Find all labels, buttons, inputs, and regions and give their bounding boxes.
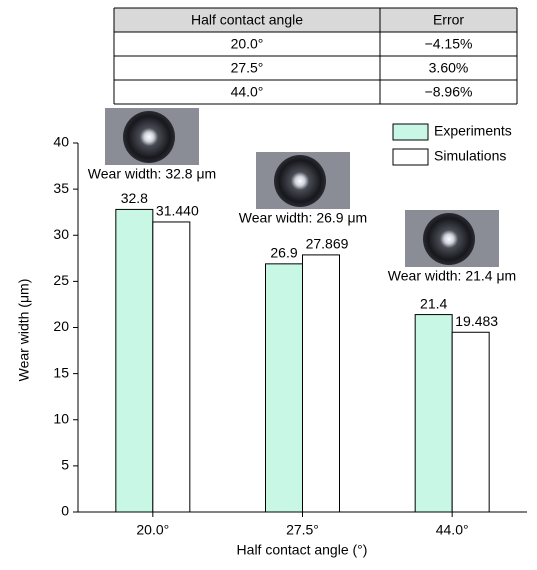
table-cell: −8.96% — [425, 84, 473, 100]
table-header-cell: Error — [433, 12, 464, 28]
y-tick-label: 5 — [61, 457, 69, 473]
value-label: 27.869 — [306, 236, 349, 252]
value-label: 21.4 — [420, 295, 447, 311]
bar — [116, 209, 153, 512]
y-tick-label: 20 — [53, 318, 69, 334]
legend-label: Experiments — [434, 123, 512, 139]
table-header-cell: Half contact angle — [191, 12, 303, 28]
legend-swatch — [393, 149, 428, 165]
x-axis-label: Half contact angle (°) — [237, 542, 368, 558]
annotation: Wear width: 21.4 μm — [388, 268, 516, 284]
table-cell: 3.60% — [429, 60, 469, 76]
table-cell: 44.0° — [231, 84, 264, 100]
y-tick-label: 35 — [53, 180, 69, 196]
bar — [303, 255, 340, 512]
legend-label: Simulations — [434, 148, 506, 164]
value-label: 31.440 — [156, 203, 199, 219]
y-tick-label: 0 — [61, 503, 69, 519]
table-cell: 20.0° — [231, 36, 264, 52]
photo-ball — [274, 155, 326, 207]
bar — [415, 315, 452, 512]
bar — [452, 332, 489, 512]
value-label: 32.8 — [121, 190, 148, 206]
legend-swatch — [393, 124, 428, 140]
y-tick-label: 30 — [53, 226, 69, 242]
photo-ball — [423, 213, 475, 265]
y-axis-label: Wear width (μm) — [16, 279, 32, 382]
x-tick-label: 20.0° — [136, 522, 169, 538]
y-tick-label: 10 — [53, 410, 69, 426]
y-tick-label: 25 — [53, 272, 69, 288]
y-tick-label: 40 — [53, 134, 69, 150]
photo-ball — [123, 111, 175, 163]
value-label: 26.9 — [270, 245, 297, 261]
table-cell: 27.5° — [231, 60, 264, 76]
x-tick-label: 27.5° — [286, 522, 319, 538]
x-tick-label: 44.0° — [436, 522, 469, 538]
page: Wear width (μm) Half contact angle (°) H… — [0, 0, 537, 570]
y-tick-label: 15 — [53, 364, 69, 380]
annotation: Wear width: 32.8 μm — [88, 166, 216, 182]
bar — [266, 264, 303, 512]
chart: Wear width (μm) Half contact angle (°) H… — [0, 0, 537, 570]
bar — [153, 222, 190, 512]
annotation: Wear width: 26.9 μm — [239, 210, 367, 226]
table-cell: −4.15% — [425, 36, 473, 52]
value-label: 19.483 — [455, 313, 498, 329]
